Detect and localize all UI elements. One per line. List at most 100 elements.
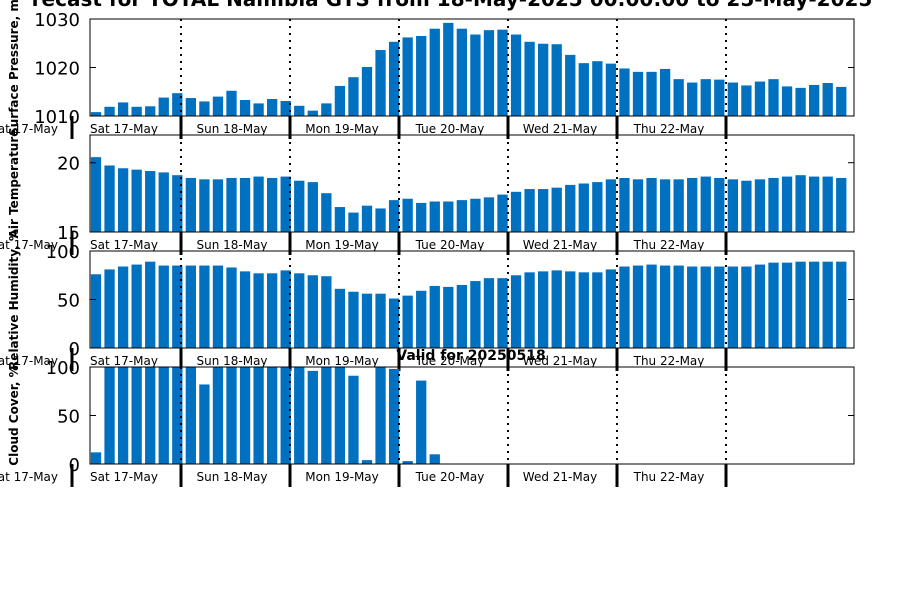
x-day-label: Tue 20-May (415, 122, 485, 136)
bar (727, 179, 738, 232)
bar (185, 265, 196, 348)
y-axis-label: Cloud Cover, % (7, 365, 21, 465)
bar (416, 202, 427, 232)
bar (741, 85, 752, 116)
bar (809, 176, 820, 232)
x-day-label: Sun 18-May (196, 238, 267, 252)
bar (619, 68, 630, 116)
bar (510, 34, 522, 116)
bar (212, 96, 224, 116)
bar (321, 276, 332, 348)
bar (781, 86, 793, 116)
bar (416, 290, 427, 348)
bar (253, 367, 264, 464)
x-day-label: Mon 19-May (305, 238, 379, 252)
y-tick-label: 20 (57, 154, 80, 175)
bar (578, 183, 589, 232)
bar (307, 110, 318, 116)
x-day-label: Thu 22-May (633, 470, 705, 484)
bar (199, 384, 210, 464)
bar (253, 103, 264, 116)
bar (538, 189, 549, 232)
bar (185, 367, 196, 464)
chart-panel-3: 0 50 100 Sat 17-May Sun 18-May Mon 19-May Tue … (0, 229, 855, 371)
bar (551, 270, 562, 348)
bar (456, 284, 467, 348)
bar (388, 368, 400, 464)
bar (172, 265, 183, 348)
chart-panel-1: 1010 1020 1030 Sat 17-May Sun 18-May Mon 19-M… (0, 0, 855, 139)
bar (429, 285, 440, 348)
y-tick-label: 100 (46, 242, 80, 263)
bar (307, 275, 318, 348)
bar (524, 41, 535, 116)
x-day-label: Mon 19-May (305, 354, 379, 368)
bar (659, 265, 671, 348)
chart-panels: 1010 1020 1030 Sat 17-May Sun 18-May Mon 19-M… (0, 0, 855, 487)
bar (90, 112, 102, 116)
bar (348, 212, 359, 232)
bar (307, 370, 318, 464)
y-tick-label: 100 (46, 358, 80, 379)
bar (307, 182, 318, 232)
bar (267, 273, 278, 348)
bar (795, 175, 806, 232)
panel-subtitle: Valid for 20250518 (396, 348, 545, 364)
bar (321, 367, 332, 464)
bar (727, 266, 738, 348)
bar (687, 82, 698, 116)
bar (836, 177, 847, 232)
bar (565, 54, 576, 116)
bar (429, 201, 440, 232)
x-day-label: Mon 19-May (305, 470, 379, 484)
bar (809, 84, 820, 116)
bar (199, 101, 210, 116)
bar (565, 184, 576, 232)
bar (375, 208, 386, 232)
bar (524, 189, 535, 232)
bar (131, 367, 142, 464)
bar (687, 266, 698, 348)
bar (538, 43, 549, 117)
bar (592, 61, 603, 116)
x-day-label: Mon 19-May (305, 122, 379, 136)
bar (714, 79, 725, 117)
bar (294, 105, 305, 116)
bar (551, 187, 562, 232)
bar (836, 86, 847, 116)
bar (483, 30, 495, 116)
bar (497, 194, 508, 232)
bar (212, 179, 224, 232)
y-axis-label: Surface Pressure, m (7, 0, 21, 136)
bar (483, 278, 495, 348)
bar (700, 176, 711, 232)
bar (239, 100, 251, 116)
bar (388, 200, 400, 232)
chart-panel-4: 0 50 100 Sat 17-May Sun 18-May Mon 19-May Tue … (0, 348, 855, 487)
bar (90, 274, 102, 348)
bar (822, 176, 833, 232)
bar (280, 176, 291, 232)
bar (429, 28, 440, 117)
bar (605, 63, 617, 116)
bar (470, 198, 481, 232)
x-day-label: Wed 21-May (523, 470, 597, 484)
y-tick-label: 1030 (34, 10, 80, 31)
bar (280, 270, 291, 348)
x-day-label-cut: at 17-May (0, 470, 58, 484)
bar (795, 261, 806, 348)
bar (321, 193, 332, 232)
bar (375, 367, 386, 464)
bar (117, 266, 129, 348)
bar (456, 28, 467, 117)
y-axis-label: Air Temperature (7, 129, 21, 239)
bar (632, 179, 644, 232)
bar (402, 198, 413, 232)
bar (375, 50, 386, 116)
bar (334, 288, 346, 348)
bar (565, 271, 576, 348)
bar (226, 90, 237, 116)
x-day-label: Thu 22-May (633, 238, 705, 252)
bar (361, 205, 373, 232)
